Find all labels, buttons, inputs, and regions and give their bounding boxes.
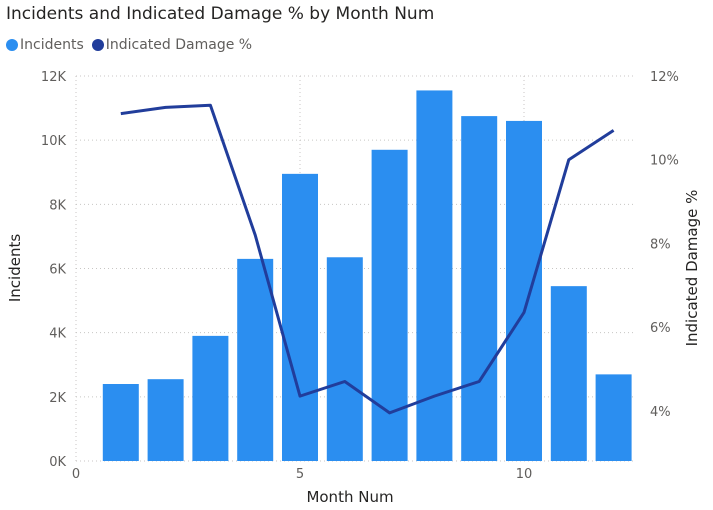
- legend-label-incidents: Incidents: [20, 37, 84, 53]
- chart-title: Incidents and Indicated Damage % by Mont…: [6, 4, 435, 24]
- bar-incidents[interactable]: [282, 173, 318, 461]
- bar-incidents[interactable]: [506, 120, 542, 462]
- legend: Incidents Indicated Damage %: [6, 37, 260, 53]
- legend-marker-indicated-damage: [91, 39, 104, 51]
- y-tick-label: 4K: [49, 327, 66, 342]
- bar-incidents[interactable]: [102, 384, 139, 461]
- right-axis-ticks: 4% 6% 8% 10% 12%: [650, 70, 679, 420]
- bar-incidents[interactable]: [461, 116, 498, 462]
- y-tick-label: 10K: [41, 134, 67, 149]
- bar-incidents[interactable]: [550, 286, 587, 461]
- y2-tick-label: 10%: [650, 154, 679, 169]
- bar-incidents[interactable]: [416, 90, 453, 461]
- left-axis-ticks: 0K 2K 4K 6K 8K 10K 12K: [41, 70, 67, 470]
- bar-incidents[interactable]: [192, 335, 229, 461]
- y2-axis-title: Indicated Damage %: [683, 190, 701, 347]
- legend-item-incidents[interactable]: Incidents: [6, 37, 84, 53]
- x-axis-ticks: 0 5 10: [72, 467, 532, 482]
- x-tick-label: 0: [72, 467, 80, 482]
- y2-tick-label: 12%: [650, 70, 679, 85]
- legend-marker-incidents: [6, 39, 18, 51]
- y2-tick-label: 8%: [650, 237, 671, 252]
- y-tick-label: 6K: [49, 263, 66, 278]
- bar-incidents[interactable]: [147, 379, 184, 461]
- y-tick-label: 2K: [49, 391, 66, 406]
- y-tick-label: 8K: [49, 198, 66, 213]
- bar-incidents[interactable]: [326, 257, 363, 461]
- x-axis-title: Month Num: [306, 488, 393, 506]
- line-series-indicated-damage: [120, 103, 615, 415]
- bar-series-incidents: [102, 90, 632, 462]
- y2-tick-label: 6%: [650, 321, 671, 336]
- legend-label-indicated-damage: Indicated Damage %: [105, 37, 253, 53]
- y-axis-title: Incidents: [6, 234, 24, 302]
- legend-item-indicated-damage[interactable]: Indicated Damage %: [91, 37, 253, 53]
- bar-incidents[interactable]: [237, 258, 274, 461]
- y-tick-label: 0K: [49, 455, 66, 470]
- x-tick-label: 10: [516, 467, 533, 482]
- x-tick-label: 5: [296, 467, 304, 482]
- bar-incidents[interactable]: [595, 374, 632, 461]
- y2-tick-label: 4%: [650, 405, 671, 420]
- line-indicated-damage[interactable]: [120, 103, 615, 415]
- y-tick-label: 12K: [41, 70, 67, 85]
